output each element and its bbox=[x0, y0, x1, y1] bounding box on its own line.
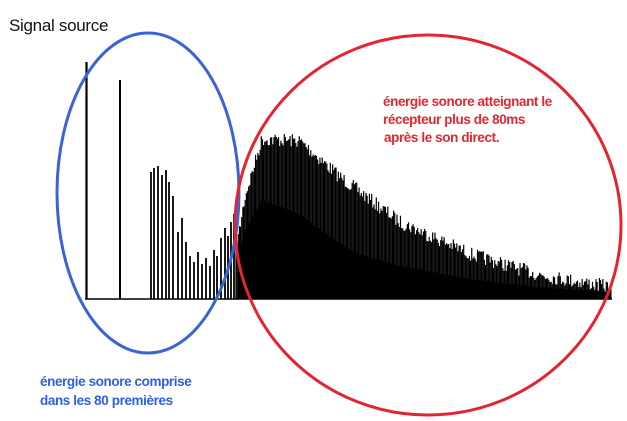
early-energy-label: énergie sonore comprise dans les 80 prem… bbox=[40, 372, 270, 410]
late-energy-circle bbox=[233, 33, 623, 417]
reverberation-tail-spikes bbox=[235, 133, 612, 299]
early-energy-label-line: dans les 80 premières bbox=[40, 393, 173, 408]
late-energy-label-line: récepteur plus de 80ms bbox=[383, 112, 526, 127]
late-energy-label: énergie sonore atteignant le récepteur p… bbox=[383, 93, 593, 147]
late-energy-label-line: énergie sonore atteignant le bbox=[383, 94, 552, 109]
late-energy-label-line: après le son direct. bbox=[384, 130, 500, 145]
early-energy-circle bbox=[55, 31, 241, 355]
early-energy-label-line: énergie sonore comprise bbox=[40, 374, 192, 389]
signal-source-title: Signal source bbox=[9, 16, 109, 35]
reflection-spikes bbox=[85, 62, 235, 299]
